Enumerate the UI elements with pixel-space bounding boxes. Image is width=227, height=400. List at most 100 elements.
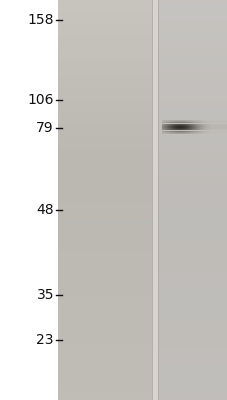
Bar (157, 299, 227, 300)
Bar (58, 193, 151, 195)
Bar (157, 32, 227, 33)
Bar (58, 53, 151, 55)
Bar (58, 83, 151, 84)
Bar (58, 371, 151, 372)
Bar (157, 289, 227, 291)
Bar (157, 159, 227, 160)
Bar (58, 155, 151, 156)
Bar (157, 272, 227, 273)
Bar (157, 396, 227, 397)
Bar (58, 12, 151, 13)
Bar (58, 124, 151, 125)
Bar (157, 313, 227, 315)
Bar (157, 387, 227, 388)
Bar (157, 263, 227, 264)
Bar (58, 21, 151, 23)
Bar (157, 321, 227, 323)
Bar (157, 81, 227, 83)
Bar (58, 268, 151, 269)
Bar (157, 140, 227, 141)
Bar (157, 300, 227, 301)
Bar (58, 172, 151, 173)
Bar (58, 384, 151, 385)
Bar (157, 45, 227, 47)
Bar (157, 179, 227, 180)
Bar (157, 332, 227, 333)
Bar (157, 287, 227, 288)
Bar (157, 296, 227, 297)
Bar (157, 337, 227, 339)
Bar (157, 235, 227, 236)
Bar (58, 252, 151, 253)
Bar (58, 341, 151, 343)
Bar (157, 40, 227, 41)
Bar (157, 4, 227, 5)
Bar (157, 204, 227, 205)
Bar (157, 89, 227, 91)
Bar (58, 347, 151, 348)
Bar (58, 75, 151, 76)
Bar (58, 169, 151, 171)
Bar (58, 105, 151, 107)
Bar (157, 0, 227, 1)
Bar (157, 389, 227, 391)
Bar (157, 345, 227, 347)
Bar (157, 248, 227, 249)
Bar (157, 56, 227, 57)
Bar (58, 232, 151, 233)
Bar (58, 93, 151, 95)
Bar (157, 285, 227, 287)
Bar (58, 107, 151, 108)
Bar (58, 327, 151, 328)
Bar (157, 361, 227, 363)
Bar (58, 7, 151, 8)
Bar (157, 57, 227, 59)
Bar (157, 3, 227, 4)
Bar (58, 235, 151, 236)
Bar (58, 119, 151, 120)
Bar (58, 284, 151, 285)
Bar (157, 104, 227, 105)
Bar (58, 163, 151, 164)
Bar (58, 392, 151, 393)
Bar (58, 220, 151, 221)
Bar (58, 361, 151, 363)
Bar (157, 196, 227, 197)
Bar (58, 311, 151, 312)
Bar (58, 71, 151, 72)
Bar (58, 227, 151, 228)
Bar (58, 40, 151, 41)
Bar (58, 316, 151, 317)
Bar (157, 80, 227, 81)
Bar (157, 373, 227, 375)
Bar (157, 256, 227, 257)
Bar (58, 228, 151, 229)
Text: 79: 79 (36, 121, 54, 135)
Bar (58, 125, 151, 127)
Bar (58, 13, 151, 15)
Bar (58, 91, 151, 92)
Bar (58, 164, 151, 165)
Bar (157, 101, 227, 103)
Bar (0, 0, 58, 400)
Bar (157, 365, 227, 367)
Bar (157, 257, 227, 259)
Bar (58, 339, 151, 340)
Bar (58, 79, 151, 80)
Bar (157, 283, 227, 284)
Bar (58, 367, 151, 368)
Bar (157, 131, 227, 132)
Bar (58, 115, 151, 116)
Bar (58, 144, 151, 145)
Bar (58, 32, 151, 33)
Bar (58, 56, 151, 57)
Bar (58, 303, 151, 304)
Bar (58, 356, 151, 357)
Bar (157, 167, 227, 168)
Bar (58, 372, 151, 373)
Bar (58, 117, 151, 119)
Bar (157, 244, 227, 245)
Bar (157, 309, 227, 311)
Bar (157, 77, 227, 79)
Bar (58, 101, 151, 103)
